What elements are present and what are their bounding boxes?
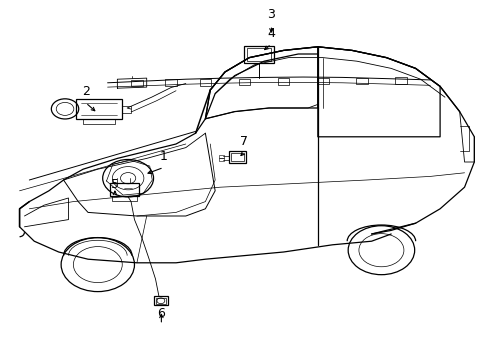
Bar xyxy=(219,155,224,158)
Bar xyxy=(277,78,289,85)
Bar xyxy=(238,79,250,85)
Text: 7: 7 xyxy=(240,135,248,148)
Bar xyxy=(246,48,271,61)
Text: 4: 4 xyxy=(267,27,275,40)
Bar xyxy=(230,153,244,161)
Text: 1: 1 xyxy=(160,150,167,163)
Bar xyxy=(154,296,167,305)
Bar xyxy=(131,80,142,86)
Bar xyxy=(316,78,328,85)
Bar xyxy=(122,106,131,113)
Bar xyxy=(156,298,165,304)
Bar xyxy=(244,46,273,63)
Text: 6: 6 xyxy=(157,307,165,320)
Bar xyxy=(355,78,367,84)
Text: 3: 3 xyxy=(267,8,275,21)
Bar xyxy=(165,79,177,86)
Bar xyxy=(219,158,224,161)
Text: 5: 5 xyxy=(111,178,119,191)
Bar xyxy=(76,99,122,119)
Bar xyxy=(112,196,137,201)
Bar xyxy=(199,79,211,86)
Text: 2: 2 xyxy=(81,85,89,98)
Bar xyxy=(228,151,245,163)
Bar xyxy=(110,183,139,196)
Bar xyxy=(394,77,406,84)
